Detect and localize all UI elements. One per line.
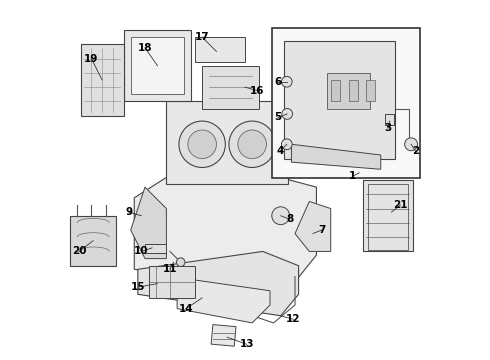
Polygon shape — [134, 173, 317, 291]
Polygon shape — [167, 102, 288, 184]
Bar — [331, 80, 340, 102]
Text: 16: 16 — [250, 86, 265, 96]
Text: 7: 7 — [318, 225, 325, 235]
Bar — [211, 325, 236, 346]
Polygon shape — [284, 41, 395, 158]
Polygon shape — [70, 216, 117, 266]
Polygon shape — [138, 251, 298, 316]
Polygon shape — [145, 244, 167, 253]
Polygon shape — [148, 266, 195, 298]
Circle shape — [405, 138, 417, 151]
Text: 15: 15 — [130, 282, 145, 292]
Text: 9: 9 — [125, 207, 132, 217]
Text: 19: 19 — [84, 54, 98, 64]
Text: 20: 20 — [72, 247, 86, 256]
Polygon shape — [81, 44, 123, 116]
Text: 8: 8 — [286, 214, 294, 224]
Polygon shape — [202, 66, 259, 109]
Text: 12: 12 — [286, 314, 300, 324]
Text: 5: 5 — [274, 112, 282, 122]
Bar — [368, 184, 408, 249]
Polygon shape — [131, 37, 184, 94]
Circle shape — [272, 207, 290, 225]
Polygon shape — [295, 202, 331, 251]
Text: 1: 1 — [348, 171, 356, 181]
Text: 10: 10 — [134, 247, 148, 256]
Circle shape — [176, 258, 185, 266]
Polygon shape — [292, 144, 381, 169]
Circle shape — [282, 109, 293, 119]
Text: 4: 4 — [276, 147, 284, 157]
Text: 13: 13 — [240, 339, 254, 349]
Polygon shape — [123, 30, 192, 102]
Text: 14: 14 — [179, 303, 194, 314]
Circle shape — [281, 139, 292, 150]
Circle shape — [238, 130, 267, 158]
Text: 3: 3 — [384, 123, 392, 133]
Bar — [272, 28, 420, 178]
Text: 2: 2 — [412, 147, 419, 157]
Text: 11: 11 — [163, 264, 177, 274]
Bar — [367, 80, 375, 102]
Circle shape — [179, 121, 225, 167]
Polygon shape — [195, 37, 245, 62]
Text: 6: 6 — [274, 77, 282, 87]
Polygon shape — [131, 187, 167, 258]
Circle shape — [188, 130, 217, 158]
Polygon shape — [363, 180, 413, 251]
Bar — [385, 114, 394, 125]
Bar — [327, 73, 370, 109]
Circle shape — [281, 76, 292, 87]
Bar — [348, 80, 358, 102]
Text: 18: 18 — [138, 43, 152, 53]
Circle shape — [229, 121, 275, 167]
Text: 21: 21 — [393, 200, 408, 210]
Text: 17: 17 — [195, 32, 209, 42]
Polygon shape — [177, 280, 270, 323]
